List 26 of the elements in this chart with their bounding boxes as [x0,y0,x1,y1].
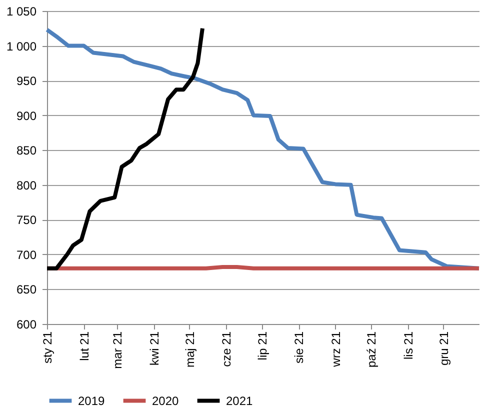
legend-label: 2020 [152,394,180,408]
x-tick-label: lut 21 [77,331,92,361]
y-tick-label: 600 [16,318,37,332]
x-tick-label: gru 21 [436,331,451,366]
x-tick-label: wrz 21 [328,331,343,368]
line-series [45,26,204,270]
x-tick-label: lip 21 [255,331,270,360]
y-tick-label: 850 [16,144,37,158]
legend-label: 2019 [78,394,106,408]
y-tick-label: 650 [16,282,37,297]
y-tick-label: 950 [16,74,37,88]
x-tick-label: kwi 21 [147,331,162,366]
x-tick-label: maj 21 [182,331,197,368]
y-tick-label: 1 050 [6,4,37,18]
legend-label: 2021 [226,394,254,408]
x-tick-label: lis 21 [401,331,416,360]
x-tick-label: paź 21 [364,331,378,368]
y-tick-label: 800 [16,178,37,192]
y-tick-label: 700 [16,248,37,262]
y-tick-label: 1 000 [6,39,37,54]
x-tick-label: cze 21 [220,331,234,367]
x-tick-label: sie 21 [292,331,306,364]
y-tick-label: 900 [16,108,37,123]
y-tick-label: 750 [16,213,37,228]
x-tick-label: mar 21 [110,331,125,369]
x-tick-label: sty 21 [40,331,54,364]
